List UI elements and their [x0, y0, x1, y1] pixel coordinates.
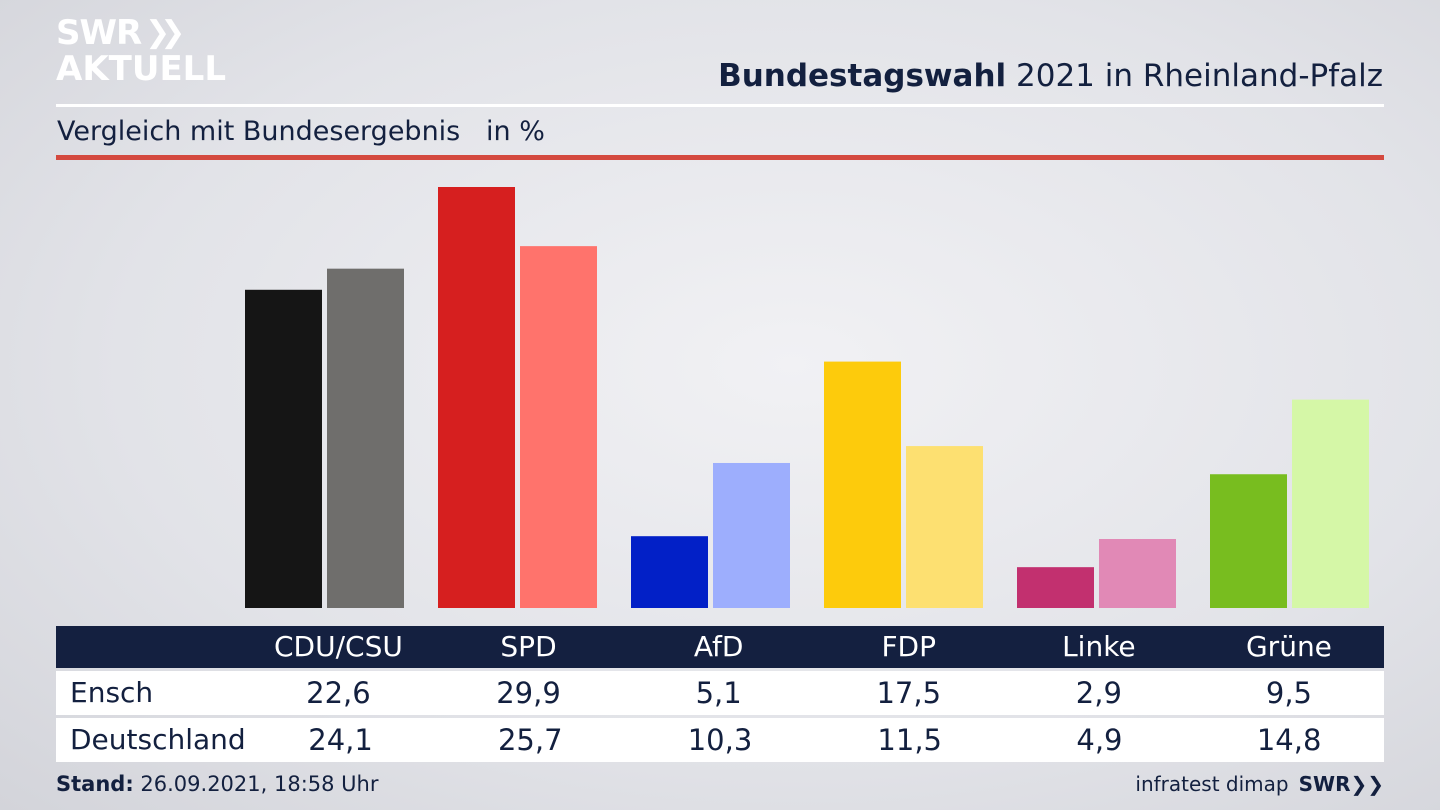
subtitle-divider	[56, 155, 1384, 160]
chart-title: Bundestagswahl 2021 in Rheinland-Pfalz	[718, 58, 1383, 94]
table-row-ensch: Ensch 22,6 29,9 5,1 17,5 2,9 9,5	[56, 671, 1384, 715]
value-cell: 24,1	[308, 723, 373, 757]
bar-chart	[245, 187, 1369, 608]
value-cell: 29,9	[496, 676, 561, 710]
value-cell: 4,9	[1076, 723, 1123, 757]
stand-label: Stand:	[56, 772, 134, 796]
bar-gr-ne-deutschland	[1292, 399, 1369, 608]
column-header: SPD	[500, 630, 557, 663]
header-spacer	[56, 626, 243, 668]
column-header: FDP	[881, 630, 937, 663]
row-label: Ensch	[70, 676, 154, 709]
value-cell: 10,3	[687, 723, 753, 757]
swr-aktuell-logo: SWR ❯❯ AKTUELL	[56, 13, 227, 89]
stand-value: 26.09.2021, 18:58 Uhr	[133, 772, 379, 796]
bar-gr-ne-ensch	[1210, 474, 1287, 608]
table-header: CDU/CSU SPD AfD FDP Linke Grüne	[56, 626, 1384, 668]
bar-cdu-csu-deutschland	[327, 268, 404, 608]
column-header: Linke	[1062, 630, 1136, 663]
bar-fdp-deutschland	[906, 446, 983, 608]
bar-spd-ensch	[438, 187, 515, 608]
bar-spd-deutschland	[520, 246, 597, 608]
value-cell: 11,5	[877, 723, 942, 757]
value-cell: 2,9	[1075, 676, 1122, 710]
source-credit: infratest dimap SWR❯❯	[1135, 772, 1384, 796]
bar-fdp-ensch	[824, 361, 901, 608]
value-cell: 25,7	[497, 723, 563, 757]
value-cell: 9,5	[1265, 676, 1313, 710]
timestamp: Stand: 26.09.2021, 18:58 Uhr	[56, 772, 379, 796]
footer-swr-logo: SWR❯❯	[1298, 772, 1384, 796]
bar-afd-deutschland	[713, 462, 790, 608]
table-row-deutschland: Deutschland 24,1 25,7 10,3 11,5 4,9 14,8	[56, 718, 1384, 762]
column-header: Grüne	[1245, 630, 1332, 663]
title-rest: 2021 in Rheinland-Pfalz	[1006, 58, 1383, 94]
column-header: CDU/CSU	[273, 630, 403, 663]
source-name: infratest dimap	[1135, 772, 1289, 796]
chart-subtitle: Vergleich mit Bundesergebnis in %	[57, 116, 545, 147]
value-cell: 5,1	[695, 676, 742, 710]
value-cell: 22,6	[306, 676, 371, 710]
value-cell: 14,8	[1256, 723, 1322, 757]
column-header: AfD	[693, 630, 744, 663]
title-divider	[56, 104, 1384, 107]
title-bold: Bundestagswahl	[718, 58, 1007, 94]
bar-afd-ensch	[631, 536, 708, 608]
value-cell: 17,5	[876, 676, 942, 710]
row-label: Deutschland	[70, 723, 246, 756]
results-table: CDU/CSU SPD AfD FDP Linke Grüne Ensch 22,6 29,…	[56, 626, 1384, 762]
bar-cdu-csu-ensch	[245, 289, 322, 608]
bar-linke-ensch	[1017, 567, 1094, 608]
bar-linke-deutschland	[1099, 539, 1176, 608]
